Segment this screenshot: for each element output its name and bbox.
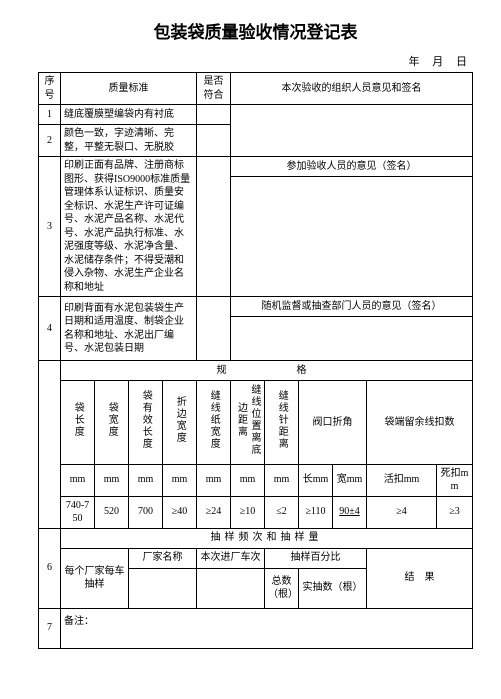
v8: ≥110 xyxy=(299,496,333,528)
col-std: 质量标准 xyxy=(61,73,197,105)
sampling-factory: 厂家名称 xyxy=(129,548,197,568)
sampling-total: 总数（根） xyxy=(265,568,299,608)
sampling-no: 6 xyxy=(39,528,61,608)
r4-std: 印刷背面有水泥包装袋生产日期和适用温度、制袋企业名称和地址、水泥出厂编号、水泥包… xyxy=(61,297,197,361)
sampling-pct: 抽样百分比 xyxy=(265,548,367,568)
date-line: 年 月 日 xyxy=(38,53,473,69)
sampling-batch-val[interactable] xyxy=(197,568,265,608)
u7: mm xyxy=(265,464,299,496)
spec-c8: 阀口折角 xyxy=(299,381,367,465)
spec-c3: 袋有效长度 xyxy=(129,381,163,465)
v3: 700 xyxy=(129,496,163,528)
r3-std: 印刷正面有品牌、注册商标图形、获得ISO9000标准质量管理体系认证标识、质量安… xyxy=(61,157,197,297)
sampling-result: 结 果 xyxy=(367,548,473,608)
spec-c9: 袋端留余线扣数 xyxy=(367,381,473,465)
v2: 520 xyxy=(95,496,129,528)
u8: 长mm xyxy=(299,464,333,496)
r2-std: 颜色一致，字迹清晰、完整，平整无裂口、无脱胶 xyxy=(61,125,197,157)
col-confirm: 是否符合 xyxy=(197,73,231,105)
sampling-rowlabel: 每个厂家每车抽样 xyxy=(61,548,129,608)
v6: ≥10 xyxy=(231,496,265,528)
col-seq: 序号 xyxy=(39,73,61,105)
r3-confirm[interactable] xyxy=(197,157,231,297)
r3-no: 3 xyxy=(39,157,61,297)
u6: mm xyxy=(231,464,265,496)
u11: 死扣mm xyxy=(437,464,473,496)
r1-std: 缝底覆膜塑编袋内有衬底 xyxy=(61,105,197,125)
u2: mm xyxy=(95,464,129,496)
u10: 活扣mm xyxy=(367,464,437,496)
spec-c7: 缝线针距离 xyxy=(265,381,299,465)
r1-no: 1 xyxy=(39,105,61,125)
v10: ≥4 xyxy=(367,496,437,528)
r4-side-head: 随机监督或抽查部门人员的意见（签名） xyxy=(231,297,473,317)
page-title: 包装袋质量验收情况登记表 xyxy=(38,18,473,43)
spec-c6: 缝线位置离底边距离 xyxy=(231,381,265,465)
v5: ≥24 xyxy=(197,496,231,528)
u5: mm xyxy=(197,464,231,496)
r1-opinion[interactable] xyxy=(231,105,473,157)
spec-c5: 缝线纸宽度 xyxy=(197,381,231,465)
r1-confirm[interactable] xyxy=(197,105,231,125)
sampling-factory-val[interactable] xyxy=(129,568,197,608)
notes-no: 7 xyxy=(39,608,61,648)
u9: 宽mm xyxy=(333,464,367,496)
r3-side-head: 参加验收人员的意见（签名） xyxy=(231,157,473,177)
v7: ≤2 xyxy=(265,496,299,528)
u4: mm xyxy=(163,464,197,496)
v1: 740-750 xyxy=(61,496,95,528)
r4-side-body[interactable] xyxy=(231,317,473,361)
sampling-actual: 实抽数（根） xyxy=(299,568,367,608)
r3-side-body[interactable] xyxy=(231,177,473,297)
u1: mm xyxy=(61,464,95,496)
sampling-batch: 本次进厂车次 xyxy=(197,548,265,568)
spec-c2: 袋宽度 xyxy=(95,381,129,465)
r2-no: 2 xyxy=(39,125,61,157)
notes-cell[interactable]: 备注： xyxy=(61,608,473,648)
spec-header: 规 格 xyxy=(61,361,473,381)
inspection-table: 序号 质量标准 是否符合 本次验收的组织人员意见和签名 1 缝底覆膜塑编袋内有衬… xyxy=(38,72,473,649)
spec-c4: 折边宽度 xyxy=(163,381,197,465)
v9: 90±4 xyxy=(333,496,367,528)
r2-confirm[interactable] xyxy=(197,125,231,157)
u3: mm xyxy=(129,464,163,496)
spec-no xyxy=(39,361,61,529)
r4-no: 4 xyxy=(39,297,61,361)
sampling-header: 抽样频次和抽样量 xyxy=(61,528,473,548)
col-org-opinion: 本次验收的组织人员意见和签名 xyxy=(231,73,473,105)
v11: ≥3 xyxy=(437,496,473,528)
v4: ≥40 xyxy=(163,496,197,528)
r4-confirm[interactable] xyxy=(197,297,231,361)
spec-c1: 袋长度 xyxy=(61,381,95,465)
